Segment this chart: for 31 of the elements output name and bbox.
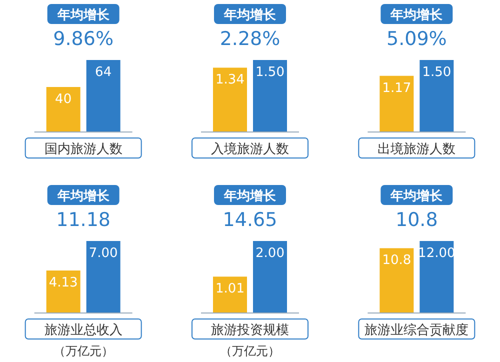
data-label: 40 bbox=[55, 92, 72, 107]
x-axis-title: 旅游业总收入 bbox=[44, 323, 122, 338]
data-label: 1.17 bbox=[382, 80, 412, 96]
x-axis-title: 入境旅游人数 bbox=[211, 141, 289, 157]
chart-subtitle: 10.8 bbox=[396, 209, 438, 231]
chart-title: 年均增长 bbox=[223, 8, 277, 23]
chart-subtitle: 11.18 bbox=[56, 209, 111, 231]
chart-title: 年均增长 bbox=[223, 189, 277, 204]
x-axis-title: 出境旅游人数 bbox=[378, 141, 456, 157]
x-axis-title: 旅游业综合贡献度 bbox=[364, 322, 469, 338]
data-label: 1.50 bbox=[256, 65, 284, 80]
chart-subtitle: 2.28% bbox=[220, 28, 280, 50]
chart-title: 年均增长 bbox=[56, 8, 110, 23]
chart-title: 年均增长 bbox=[390, 189, 444, 204]
data-label: 7.00 bbox=[88, 246, 118, 261]
text: （万亿元） bbox=[53, 344, 114, 358]
data-label: 2.00 bbox=[256, 246, 284, 261]
chart-title: 年均增长 bbox=[390, 8, 444, 23]
data-label: 1.34 bbox=[216, 72, 244, 88]
data-label: 4.13 bbox=[48, 276, 78, 291]
data-label: 10.8 bbox=[382, 253, 412, 268]
chart-subtitle: 5.09% bbox=[386, 28, 447, 50]
chart-subtitle: 14.65 bbox=[222, 209, 278, 231]
x-axis-title: 旅游投资规模 bbox=[211, 323, 289, 338]
text: （万亿元） bbox=[220, 344, 280, 358]
chart-title: 年均增长 bbox=[56, 189, 110, 204]
chart-subtitle: 9.86% bbox=[53, 28, 114, 50]
data-label: 1.50 bbox=[422, 65, 452, 80]
data-label: 64 bbox=[95, 65, 112, 80]
x-axis-title: 国内旅游人数 bbox=[44, 142, 122, 157]
data-label: 1.01 bbox=[216, 282, 244, 297]
